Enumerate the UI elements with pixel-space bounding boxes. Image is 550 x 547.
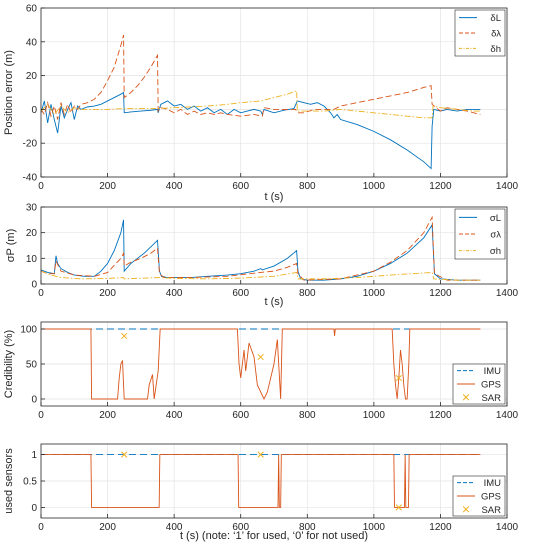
y-axis-label: Position error (m) <box>3 50 15 135</box>
plot-frame <box>40 7 508 178</box>
x-tick-label: 600 <box>232 522 249 533</box>
data-point-sar <box>257 353 264 361</box>
x-tick-label: 1200 <box>429 522 452 533</box>
data-point-sar <box>121 451 128 458</box>
x-tick-label: 400 <box>166 181 183 192</box>
x-tick-label: 800 <box>299 181 316 192</box>
chart-2: 0 200 400 600 800 1000 1200 1400 0 10 20 30 t (s) σP … <box>5 203 519 309</box>
x-tick-label: 1200 <box>429 288 452 299</box>
series-line-h <box>41 270 481 281</box>
legend-label-series: δλ <box>491 29 501 40</box>
series-line-h <box>41 90 481 119</box>
x-tick-label: 1000 <box>363 181 386 192</box>
chart-1: 0 200 400 600 800 1000 1200 1400 -40 -20 0 20 40 60 t … <box>3 4 519 204</box>
x-axis-label: t (s) <box>265 296 284 308</box>
x-tick-label: 0 <box>38 410 44 421</box>
y-tick-label: 30 <box>26 203 38 214</box>
data-point-sar <box>395 374 402 382</box>
x-tick-label: 400 <box>166 288 183 299</box>
x-tick-label: 1200 <box>429 410 452 421</box>
x-axis-label: t (s) (note: ‘1’ for used, ‘0’ for not u… <box>180 530 368 542</box>
x-tick-label: 400 <box>166 410 183 421</box>
x-axis-label: t (s) <box>265 191 284 203</box>
x-tick-label: 200 <box>99 410 116 421</box>
chart-4: 0 200 400 600 800 1000 1200 1400 0 0.5 1 t (s) (not… <box>3 443 519 542</box>
y-tick-label: 50 <box>26 360 38 371</box>
x-tick-label: 1000 <box>363 288 386 299</box>
series-line-series <box>41 215 481 281</box>
x-tick-label: 800 <box>299 522 316 533</box>
y-tick-label: 0 <box>31 503 37 514</box>
data-point-sar <box>121 332 128 340</box>
x-tick-label: 600 <box>232 410 249 421</box>
x-tick-label: 1400 <box>496 410 519 421</box>
y-tick-label: 40 <box>26 37 38 48</box>
data-point-sar <box>257 451 264 458</box>
legend-label-imu: IMU <box>484 366 502 377</box>
x-tick-label: 1000 <box>363 522 386 533</box>
legend-label-series: σλ <box>490 230 501 241</box>
y-axis-label: used sensors <box>3 448 15 514</box>
legend-label-h: δh <box>490 44 501 55</box>
x-tick-label: 1400 <box>496 181 519 192</box>
x-tick-label: 800 <box>299 288 316 299</box>
legend: δL δλ δh <box>454 9 506 57</box>
legend-label-sar: SAR <box>481 393 501 404</box>
y-tick-label: 10 <box>26 254 38 265</box>
plot-frame <box>40 206 508 285</box>
legend-marker-sar <box>462 506 470 513</box>
legend: σL σλ σh <box>454 208 506 260</box>
legend-label-l: δL <box>490 13 501 24</box>
legend-label-l: σL <box>490 213 501 224</box>
series-line-gps <box>41 328 481 401</box>
y-tick-label: 100 <box>20 325 37 336</box>
legend-label-gps: GPS <box>481 380 501 391</box>
y-tick-label: 60 <box>26 4 38 15</box>
legend-label-imu: IMU <box>484 478 502 489</box>
legend-label-gps: GPS <box>481 492 501 503</box>
x-tick-label: 600 <box>232 288 249 299</box>
data-point-sar <box>395 504 402 511</box>
x-tick-label: 1400 <box>496 288 519 299</box>
series-line-l <box>41 91 481 170</box>
y-tick-label: 20 <box>26 71 38 82</box>
series-line-gps <box>41 454 481 508</box>
y-tick-label: -40 <box>23 173 38 184</box>
legend-label-sar: SAR <box>481 505 501 516</box>
x-tick-label: 1400 <box>496 522 519 533</box>
series-line-l <box>41 219 481 281</box>
x-tick-label: 1200 <box>429 181 452 192</box>
x-tick-label: 0 <box>38 181 44 192</box>
y-axis-label: σP (m) <box>5 229 17 262</box>
legend-label-h: σh <box>490 246 501 257</box>
x-tick-label: 200 <box>99 288 116 299</box>
series-line-series <box>41 34 481 120</box>
chart-3: 0 200 400 600 800 1000 1200 1400 0 50 100 Credibili… <box>3 321 519 421</box>
x-tick-label: 800 <box>299 410 316 421</box>
legend: IMU GPS SAR <box>452 363 506 405</box>
legend: IMU GPS SAR <box>452 475 506 517</box>
y-tick-label: 0 <box>31 280 37 291</box>
y-tick-label: 1 <box>31 450 37 461</box>
y-tick-label: 0.5 <box>23 477 37 488</box>
y-tick-label: 0 <box>31 395 37 406</box>
x-tick-label: 400 <box>166 522 183 533</box>
x-tick-label: 200 <box>99 522 116 533</box>
x-tick-label: 600 <box>232 181 249 192</box>
y-tick-label: 0 <box>31 105 37 116</box>
y-tick-label: -20 <box>23 139 38 150</box>
legend-marker-sar <box>462 394 470 401</box>
x-tick-label: 1000 <box>363 410 386 421</box>
y-axis-label: Credibility (%) <box>3 330 15 398</box>
x-tick-label: 0 <box>38 522 44 533</box>
x-tick-label: 0 <box>38 288 44 299</box>
x-tick-label: 200 <box>99 181 116 192</box>
y-tick-label: 20 <box>26 228 38 239</box>
